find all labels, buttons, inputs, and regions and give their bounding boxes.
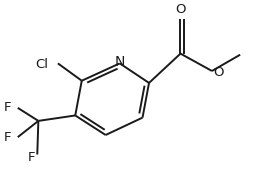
Text: F: F: [4, 101, 11, 114]
Text: O: O: [175, 3, 186, 16]
Text: Cl: Cl: [35, 58, 48, 71]
Text: O: O: [213, 66, 224, 78]
Text: F: F: [4, 131, 11, 144]
Text: F: F: [28, 151, 35, 164]
Text: N: N: [115, 55, 125, 69]
